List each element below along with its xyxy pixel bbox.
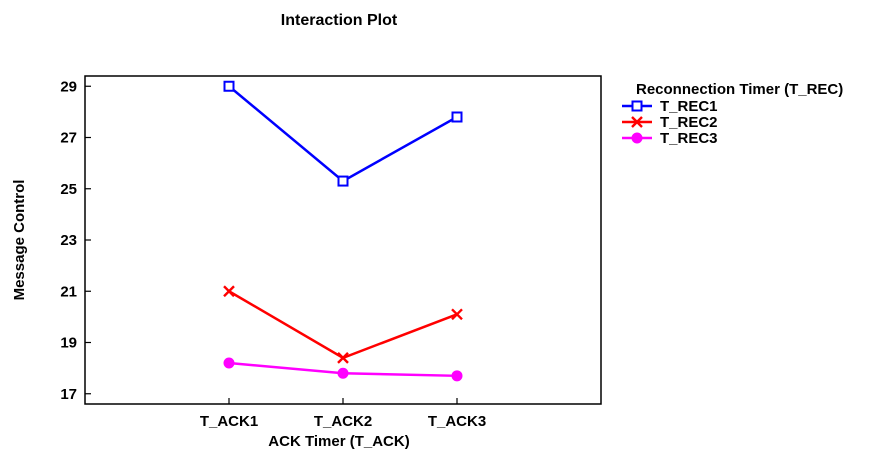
data-point	[337, 367, 349, 379]
data-point	[337, 175, 349, 187]
x-tick-label: T_ACK2	[314, 413, 372, 430]
data-point	[223, 285, 235, 298]
y-tick-label: 17	[60, 386, 77, 403]
y-tick-label: 27	[60, 130, 77, 147]
series-layer	[223, 80, 463, 382]
series-t-rec1	[223, 80, 463, 187]
plot-frame	[84, 75, 602, 405]
data-point	[223, 357, 235, 369]
legend-label: T_REC2	[660, 114, 718, 131]
legend-entry: T_REC2	[622, 114, 718, 131]
legend-marker	[631, 100, 643, 112]
marker-stroke	[337, 352, 349, 364]
marker-stroke	[223, 285, 235, 298]
y-tick-label: 25	[60, 181, 77, 198]
data-point	[451, 370, 463, 382]
chart-title: Interaction Plot	[281, 12, 398, 29]
x-axis-label: ACK Timer (T_ACK)	[268, 433, 409, 450]
legend: Reconnection Timer (T_REC) T_REC1T_REC2T…	[622, 81, 843, 147]
data-point	[451, 111, 463, 123]
y-tick-label: 23	[60, 232, 77, 249]
marker-stroke	[451, 308, 463, 321]
y-axis: 29 27 25 23 21 19 17	[60, 78, 91, 403]
y-tick-label: 29	[60, 78, 77, 95]
data-point	[337, 352, 349, 364]
legend-entry: T_REC3	[622, 130, 718, 147]
y-axis-label: Message Control	[11, 180, 28, 301]
legend-title: Reconnection Timer (T_REC)	[636, 81, 843, 98]
data-point	[451, 308, 463, 321]
x-tick-label: T_ACK1	[200, 413, 258, 430]
legend-label: T_REC1	[660, 98, 718, 115]
legend-marker	[631, 132, 643, 144]
marker-stroke	[631, 116, 643, 128]
x-tick-label: T_ACK3	[428, 413, 486, 430]
y-tick-label: 21	[60, 283, 77, 300]
data-point	[223, 80, 235, 92]
series-t-rec2	[223, 285, 463, 364]
series-line	[228, 85, 458, 183]
y-tick-label: 19	[60, 335, 77, 352]
legend-label: T_REC3	[660, 130, 718, 147]
legend-entry: T_REC1	[622, 98, 718, 115]
legend-marker	[631, 116, 643, 128]
series-t-rec3	[223, 357, 463, 382]
x-axis: T_ACK1 T_ACK2 T_ACK3	[200, 398, 486, 430]
series-line	[228, 290, 458, 360]
